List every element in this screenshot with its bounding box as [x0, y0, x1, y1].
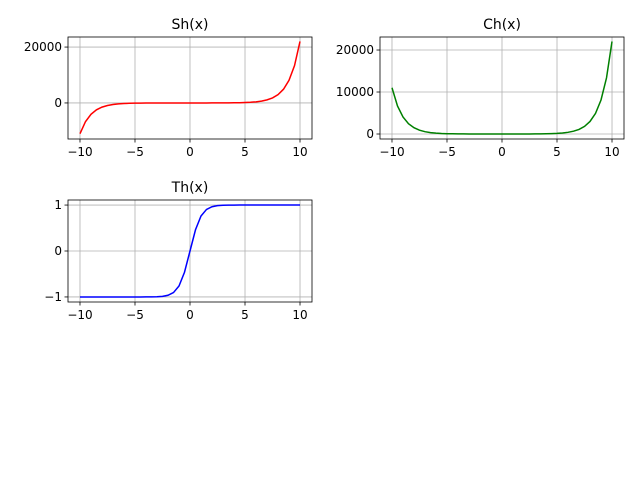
subplot-title: Sh(x)	[172, 17, 209, 33]
subplot-title: Th(x)	[171, 180, 209, 196]
x-tick-label: 5	[241, 145, 249, 159]
x-tick-label: −5	[126, 145, 144, 159]
y-tick-label: 1	[54, 198, 62, 212]
y-tick-label: 0	[366, 127, 374, 141]
x-tick-label: −10	[67, 145, 92, 159]
y-tick-label: −1	[44, 290, 62, 304]
y-tick-label: 10000	[336, 85, 374, 99]
x-tick-label: −10	[67, 308, 92, 322]
y-tick-label: 20000	[336, 43, 374, 57]
data-line	[79, 41, 301, 135]
x-tick-label: 5	[241, 308, 249, 322]
axes-frame	[379, 36, 625, 140]
subplot-title: Ch(x)	[483, 17, 521, 33]
x-tick-label: 10	[604, 145, 619, 159]
x-tick-label: 0	[498, 145, 506, 159]
x-tick-label: 10	[292, 308, 307, 322]
axes-frame	[67, 199, 313, 303]
x-tick-label: −10	[379, 145, 404, 159]
axes-frame	[67, 36, 313, 140]
data-line	[79, 204, 301, 298]
x-tick-label: −5	[438, 145, 456, 159]
y-tick-label: 20000	[24, 40, 62, 54]
x-tick-label: −5	[126, 308, 144, 322]
x-tick-label: 10	[292, 145, 307, 159]
x-tick-label: 0	[186, 308, 194, 322]
x-tick-label: 5	[553, 145, 561, 159]
data-line	[391, 41, 613, 135]
y-tick-label: 0	[54, 244, 62, 258]
y-tick-label: 0	[54, 96, 62, 110]
x-tick-label: 0	[186, 145, 194, 159]
